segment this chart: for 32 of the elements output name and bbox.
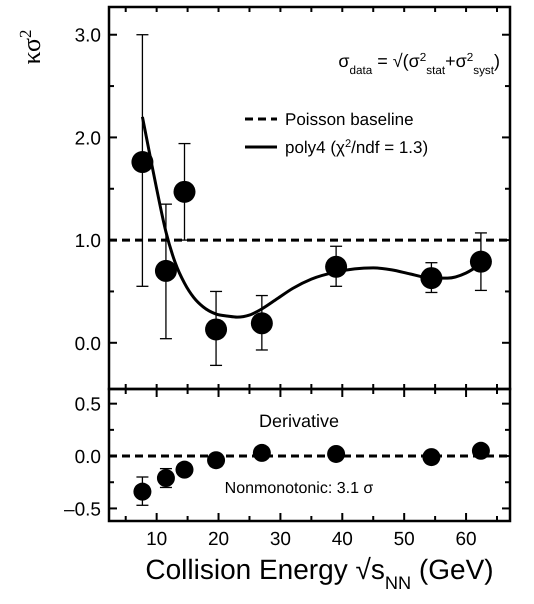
point (131, 151, 154, 174)
x-tick-label: 50 (394, 529, 415, 550)
point (205, 318, 228, 340)
text: σ$_{data}$ = √(σ$^{2}$$_{stat}$+σ$^{2}$$_{syst}$) (338, 50, 500, 76)
point (133, 482, 152, 501)
x-tick-label: 60 (455, 529, 477, 550)
y-tick-label: 0.0 (74, 447, 101, 468)
y-tick-label: 1.0 (74, 231, 101, 252)
y-tick-label: 0.5 (74, 394, 101, 416)
y-tick-label: –0.5 (64, 499, 101, 520)
x-tick-label: 30 (270, 529, 291, 550)
point (472, 442, 490, 460)
x-tick-label: 20 (208, 529, 230, 550)
point (252, 444, 271, 462)
point (422, 448, 440, 466)
y-tick-label: 0.0 (74, 334, 101, 355)
point (470, 250, 492, 273)
point (250, 312, 273, 334)
point (154, 260, 177, 282)
x-tick-label: 10 (146, 529, 168, 550)
y-tick-label: 2.0 (74, 128, 101, 150)
annotation: Derivative (258, 411, 339, 431)
point (175, 460, 194, 479)
y-tick-label: 3.0 (74, 26, 101, 47)
annotation: Nonmonotonic: 3.1 σ (224, 480, 374, 497)
x-axis-title: Collision Energy √s$_{NN}$ (GeV) (145, 554, 494, 593)
legend-label: Poisson baseline (285, 110, 414, 129)
legend-label: poly4 (χ$^{2}$/ndf = 1.3) (285, 138, 428, 157)
point (173, 180, 196, 203)
point (207, 451, 226, 470)
point (327, 444, 346, 463)
x-tick-label: 40 (332, 529, 353, 550)
